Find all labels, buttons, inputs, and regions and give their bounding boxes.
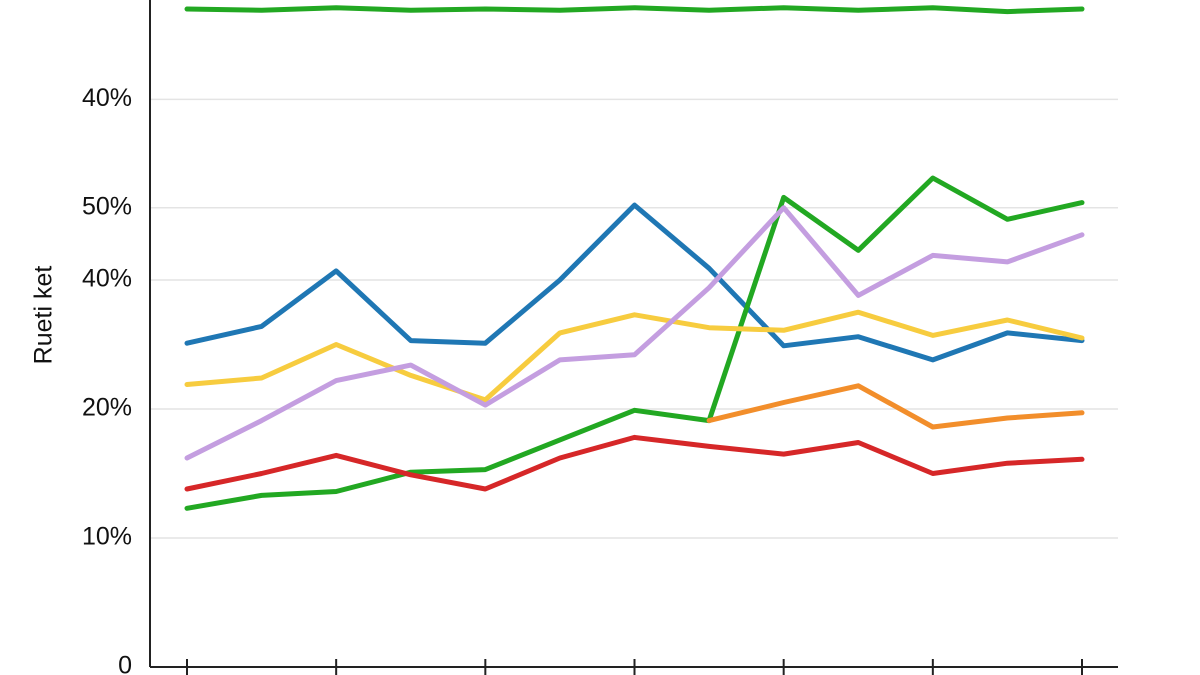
series-line [706,383,1085,430]
series-line [184,5,1085,15]
y-tick-label: 50% [82,192,132,220]
series-line [184,175,1085,511]
series-line [184,205,1085,461]
y-tick-label: 40% [82,84,132,112]
series-line [184,309,1085,403]
y-tick-label: 20% [82,394,132,422]
y-tick-label: 0 [118,652,132,675]
series-line [184,202,1085,363]
y-tick-label: 40% [82,265,132,293]
series-line [184,434,1085,492]
y-axis-label: Rueti ket [30,266,58,365]
y-tick-label: 10% [82,523,132,551]
